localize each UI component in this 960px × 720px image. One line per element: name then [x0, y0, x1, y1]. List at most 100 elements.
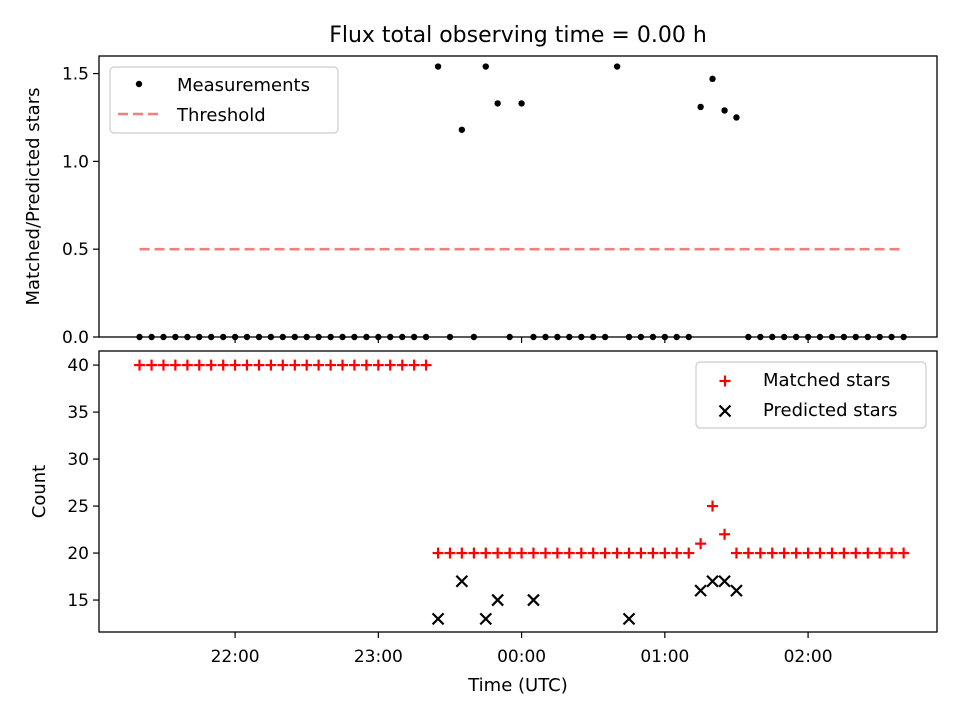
x-marker-b [455, 574, 469, 588]
matched-stars-point [790, 547, 802, 559]
predicted-stars-point [491, 593, 504, 607]
measurement-point [458, 126, 466, 133]
legend-label: Measurements [177, 75, 310, 96]
x-axis-label: Time (UTC) [467, 675, 568, 696]
legend-label: Matched stars [763, 370, 890, 391]
matched-stars-point [205, 359, 217, 371]
legend-label: Predicted stars [763, 400, 897, 421]
matched-stars-point [146, 359, 158, 371]
matched-stars-point [253, 359, 265, 371]
legend-box [695, 361, 927, 429]
matched-stars-point [742, 547, 754, 559]
matched-stars-point [301, 359, 313, 371]
x-marker-b [527, 593, 540, 607]
legend-dot-marker [135, 80, 143, 88]
plot-frame [98, 350, 938, 633]
chart-title: Flux total observing time = 0.00 h [329, 23, 707, 48]
plot-frame [98, 55, 938, 338]
legend-x-marker-b [718, 404, 732, 418]
legend-item: Predicted stars [718, 400, 897, 421]
matched-stars-point [623, 547, 635, 559]
matched-stars-point [157, 359, 169, 371]
matched-stars-point [492, 547, 504, 559]
measurement-point [709, 75, 716, 83]
x-marker-b [622, 612, 636, 626]
series-predicted-stars [431, 574, 743, 626]
matched-stars-point [217, 359, 229, 371]
matched-stars-point [563, 547, 575, 559]
measurement-point [733, 114, 740, 121]
y-tick-label: 1.5 [62, 65, 89, 85]
matched-stars-point [325, 359, 337, 371]
y-tick-label: 20 [67, 544, 89, 564]
y-tick-label: 30 [67, 450, 89, 470]
matched-stars-point [181, 359, 193, 371]
legend-item: Matched stars [719, 370, 890, 391]
y-tick-label: 1.0 [62, 152, 89, 172]
matched-stars-point [420, 359, 432, 371]
matched-stars-point [504, 547, 516, 559]
x-marker-b [706, 574, 719, 588]
matched-stars-point [730, 547, 742, 559]
matched-stars-point [241, 359, 253, 371]
legend: Matched stars Predicted stars [695, 361, 927, 429]
matched-stars-point [874, 547, 886, 559]
x-marker-b [491, 593, 504, 607]
matched-stars-point [265, 359, 277, 371]
matched-stars-point [337, 359, 349, 371]
y-tick-label: 0.0 [62, 328, 89, 348]
measurement-point [482, 63, 489, 70]
y-axis-label: Matched/Predicted stars [23, 88, 44, 306]
legend-item: Threshold [118, 105, 266, 126]
x-marker-b [479, 612, 493, 626]
legend-box [109, 66, 339, 134]
matched-stars-point [384, 359, 396, 371]
matched-stars-point [611, 547, 623, 559]
x-tick-label: 01:00 [640, 647, 689, 667]
matched-stars-point [193, 359, 205, 371]
matched-stars-point [444, 547, 456, 559]
predicted-stars-point [694, 584, 707, 597]
x-marker-b [730, 584, 743, 597]
predicted-stars-point [455, 574, 469, 588]
measurement-point [494, 100, 501, 107]
predicted-stars-point [718, 574, 731, 588]
matched-stars-point [766, 547, 778, 559]
matched-stars-point [575, 547, 587, 559]
matched-stars-point [599, 547, 611, 559]
matched-stars-point [802, 547, 814, 559]
y-tick-label: 40 [67, 356, 89, 376]
predicted-stars-point [706, 574, 719, 588]
predicted-stars-point [431, 612, 445, 626]
y-tick-label: 25 [67, 497, 89, 517]
matched-stars-point [348, 359, 360, 371]
legend-label: Threshold [176, 105, 266, 126]
matched-stars-point [289, 359, 301, 371]
measurement-point [697, 103, 704, 111]
y-tick-label: 15 [67, 591, 89, 611]
matched-stars-point [814, 547, 826, 559]
x-marker-b [431, 612, 445, 626]
matched-stars-point [587, 547, 599, 559]
matched-stars-point [169, 359, 181, 371]
matched-stars-point [468, 547, 480, 559]
matched-stars-point [551, 547, 563, 559]
chart-panels: 0.0 0.5 1.0 1.5 Matched/Predicted stars Measu… [23, 55, 938, 667]
matched-stars-point [540, 547, 552, 559]
matched-stars-point [838, 547, 850, 559]
predicted-stars-point [527, 593, 540, 607]
matched-stars-point [707, 500, 719, 512]
x-tick-label: 02:00 [784, 647, 833, 667]
panel-1: 0.0 0.5 1.0 1.5 Matched/Predicted stars Measu… [23, 55, 938, 348]
legend: Measurements Threshold [109, 66, 339, 134]
matched-stars-point [719, 528, 731, 540]
matched-stars-point [372, 359, 384, 371]
matched-stars-point [313, 359, 325, 371]
measurement-point [613, 63, 621, 70]
x-marker-b [694, 584, 707, 597]
series-matched-stars [134, 359, 910, 559]
matched-stars-point [695, 538, 707, 550]
matched-stars-point [898, 547, 910, 559]
matched-stars-point [778, 547, 790, 559]
y-tick-label: 35 [67, 403, 89, 423]
